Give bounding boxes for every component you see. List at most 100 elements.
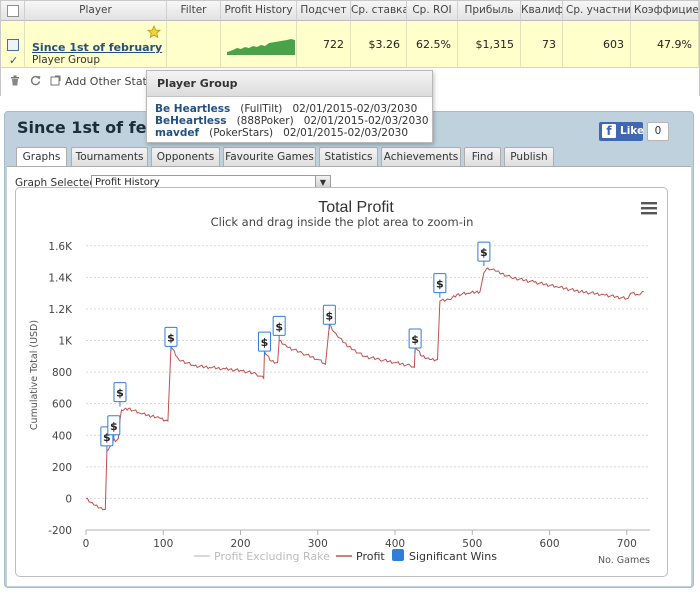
significant-win-marker[interactable]: $: [433, 273, 447, 298]
profit-history-cell: [221, 21, 297, 68]
significant-win-marker[interactable]: $: [408, 328, 422, 353]
x-tick-label: 300: [308, 538, 328, 550]
col-header-avg-roi[interactable]: Ср. ROI: [407, 1, 458, 21]
x-tick-label: 700: [617, 538, 637, 550]
avg-stake-cell: $3.26: [351, 21, 407, 68]
player-name-link[interactable]: Since 1st of february: [32, 41, 163, 54]
y-tick-label: 400: [52, 430, 72, 442]
tab-publish[interactable]: Publish: [504, 147, 554, 166]
tab-opponents[interactable]: Opponents: [151, 147, 220, 166]
x-tick-label: 400: [385, 538, 405, 550]
tab-statistics[interactable]: Statistics: [319, 147, 378, 166]
tab-favourite-games[interactable]: Favourite Games: [223, 147, 316, 166]
row-checkbox[interactable]: [7, 37, 19, 84]
coefficient-cell: 47.9%: [631, 21, 699, 68]
significant-win-marker[interactable]: $: [477, 241, 491, 267]
significant-win-label: $: [167, 331, 175, 344]
popup-player-dates: 02/01/2015-02/03/2030: [283, 127, 408, 139]
y-tick-label: 1.4K: [48, 272, 73, 284]
significant-win-label: $: [480, 246, 488, 259]
y-tick-label: 1.6K: [48, 241, 73, 253]
tab-find[interactable]: Find: [464, 147, 501, 166]
popup-row: Be Heartless (FullTilt) 02/01/2015-02/03…: [155, 103, 417, 115]
chart-menu-icon[interactable]: [641, 202, 657, 215]
significant-win-marker[interactable]: $: [272, 315, 286, 341]
chart-legend: Profit Excluding Rake Profit Significant…: [194, 549, 497, 563]
significant-wins-markers: $$$$ $$$$$$: [100, 241, 491, 451]
legend-profit-excluding-rake[interactable]: Profit Excluding Rake: [214, 550, 330, 563]
col-header-filter[interactable]: Filter: [167, 1, 221, 21]
panel-title: Since 1st of februa: [17, 118, 189, 137]
facebook-icon: f: [602, 124, 616, 138]
graph-selected-label: Graph Selected:: [15, 177, 100, 189]
y-tick-label: 600: [52, 399, 72, 411]
popup-player-site: (FullTilt): [240, 103, 283, 115]
x-tick-label: 200: [230, 538, 250, 550]
select-all-checkbox[interactable]: [7, 5, 19, 17]
profit-chart[interactable]: -200 0 200 400 600 800 1K 1.2K 1.4K 1.6K 0 100 200 3…: [16, 188, 669, 578]
popup-player-name[interactable]: Be Heartless: [155, 103, 231, 115]
significant-win-marker[interactable]: $: [322, 304, 336, 330]
col-header-avg-entrants[interactable]: Ср. участник: [563, 1, 631, 21]
popup-player-site: (PokerStars): [209, 127, 274, 139]
col-header-hands[interactable]: Подсчет: [297, 1, 351, 21]
popup-player-site: (888Poker): [236, 115, 294, 127]
row-select-cell: [1, 21, 25, 84]
hands-cell: 722: [297, 21, 351, 68]
popup-player-name[interactable]: mavdef: [155, 127, 200, 139]
significant-win-label: $: [110, 420, 118, 433]
col-header-itm[interactable]: Квалиф: [521, 1, 563, 21]
y-tick-label: 200: [52, 462, 72, 474]
add-other-stats-button[interactable]: Add Other Stati: [65, 75, 150, 88]
chevron-down-icon[interactable]: ▼: [315, 176, 330, 189]
significant-win-marker[interactable]: $: [107, 415, 121, 440]
popup-player-dates: 02/01/2015-02/03/2030: [292, 103, 418, 115]
col-header-coefficient[interactable]: Коэффициен: [631, 1, 699, 21]
legend-profit[interactable]: Profit: [356, 550, 385, 563]
chart-title: Total Profit: [318, 199, 394, 216]
x-axis-label: No. Games: [598, 555, 650, 566]
graph-selected-value: Profit History: [95, 177, 160, 188]
popup-title: Player Group: [147, 71, 432, 97]
significant-win-label: $: [116, 387, 124, 400]
avg-entrants-cell: 603: [563, 21, 631, 68]
player-group-popup: Player Group Be Heartless (FullTilt) 02/…: [146, 70, 433, 143]
col-header-profit-history[interactable]: Profit History: [221, 1, 297, 21]
significant-win-marker[interactable]: $: [164, 326, 178, 352]
significant-win-marker[interactable]: $: [113, 382, 127, 407]
popup-player-dates: 02/01/2015-02/03/2030: [303, 115, 429, 127]
y-axis-ticks: -200 0 200 400 600 800 1K 1.2K 1.4K 1.6K: [48, 241, 73, 537]
legend-significant-wins[interactable]: Significant Wins: [409, 550, 497, 563]
tab-achievements[interactable]: Achievements: [381, 147, 461, 166]
add-other-stats-icon[interactable]: [50, 75, 61, 89]
y-tick-label: 1.2K: [48, 304, 73, 316]
significant-win-label: $: [436, 278, 444, 291]
x-tick-label: 0: [83, 538, 90, 550]
x-tick-label: 100: [153, 538, 173, 550]
y-tick-label: 800: [52, 367, 72, 379]
col-header-player[interactable]: Player: [25, 1, 167, 21]
col-header-avg-stake[interactable]: Ср. ставка: [351, 1, 407, 21]
tab-graphs[interactable]: Graphs: [16, 147, 67, 167]
profit-sparkline: [227, 39, 295, 55]
player-cell: Since 1st of february Player Group: [25, 21, 167, 68]
profit-series-line: [85, 267, 644, 511]
significant-win-label: $: [326, 309, 334, 322]
favourite-star-icon[interactable]: [147, 25, 161, 39]
player-grid: Player Filter Profit History Подсчет Ср.…: [0, 0, 700, 96]
delete-icon[interactable]: [10, 75, 20, 89]
significant-win-label: $: [275, 320, 283, 333]
tab-tournaments[interactable]: Tournaments: [71, 147, 148, 166]
popup-player-name[interactable]: BeHeartless: [155, 115, 227, 127]
popup-row: mavdef (PokerStars) 02/01/2015-02/03/203…: [155, 127, 408, 139]
chart-container[interactable]: -200 0 200 400 600 800 1K 1.2K 1.4K 1.6K 0 100 200 3…: [15, 187, 668, 577]
popup-row: BeHeartless (888Poker) 02/01/2015-02/03/…: [155, 115, 429, 127]
significant-win-marker[interactable]: $: [257, 331, 271, 357]
y-tick-label: 1K: [58, 336, 73, 348]
col-header-profit[interactable]: Прибыль: [458, 1, 521, 21]
chart-subtitle: Click and drag inside the plot area to z…: [211, 215, 474, 229]
refresh-icon[interactable]: [30, 75, 41, 89]
facebook-like-button[interactable]: f Like: [599, 122, 644, 141]
significant-win-label: $: [261, 336, 269, 349]
y-axis-label: Cumulative Total (USD): [29, 320, 40, 430]
